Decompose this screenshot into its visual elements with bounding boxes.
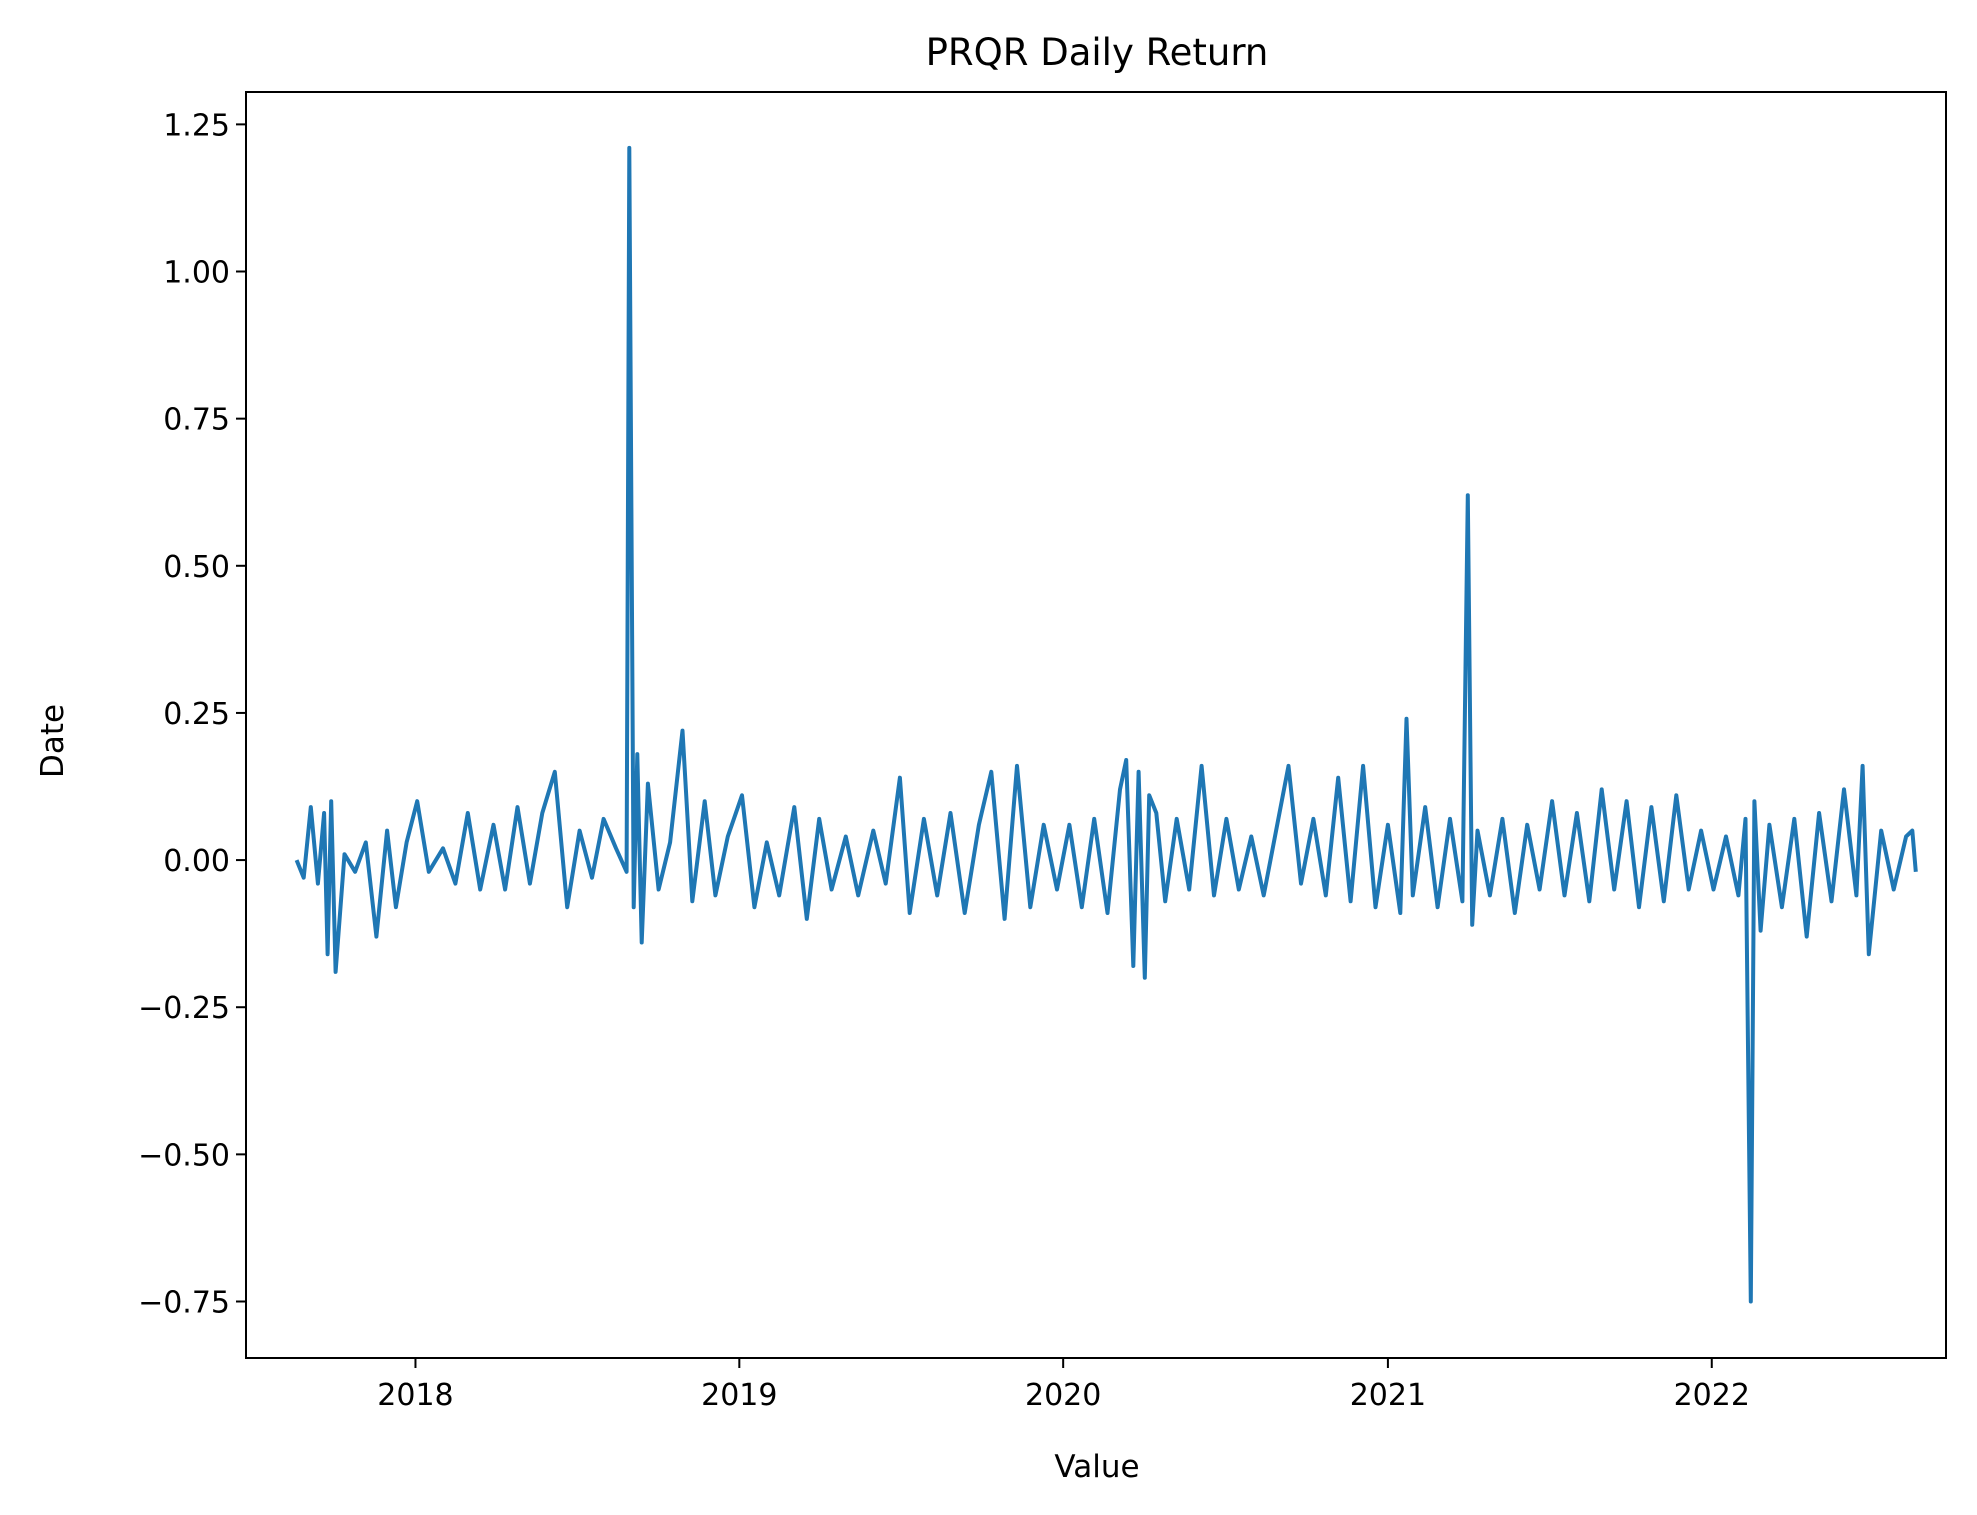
y-tick-label: 1.25	[163, 108, 230, 143]
y-axis: −0.75 −0.50 −0.25 0.00 0.25 0.50 0.75 1.00 1.25	[138, 108, 246, 1320]
y-tick-label: 0.50	[163, 550, 230, 585]
x-tick-label: 2022	[1674, 1378, 1750, 1413]
x-tick-label: 2020	[1025, 1378, 1101, 1413]
y-tick-label: −0.75	[138, 1285, 230, 1320]
y-tick-label: 0.25	[163, 697, 230, 732]
x-tick-label: 2018	[377, 1378, 453, 1413]
axes-frame	[245, 91, 1947, 1359]
y-tick-label: 0.75	[163, 403, 230, 438]
x-tick-label: 2021	[1350, 1378, 1426, 1413]
y-tick-label: 0.00	[163, 844, 230, 879]
y-tick-label: −0.50	[138, 1138, 230, 1173]
x-tick-label: 2019	[701, 1378, 777, 1413]
y-tick-label: −0.25	[138, 991, 230, 1026]
x-axis-label: Value	[1054, 1449, 1139, 1485]
y-axis-label: Date	[35, 704, 71, 778]
x-axis: 2018 2019 2020 2021 2022	[377, 1358, 1750, 1413]
y-tick-label: 1.00	[163, 256, 230, 291]
chart-title: PRQR Daily Return	[926, 31, 1269, 74]
series-line-0	[294, 145, 1918, 1304]
plot-area	[294, 145, 1918, 1304]
